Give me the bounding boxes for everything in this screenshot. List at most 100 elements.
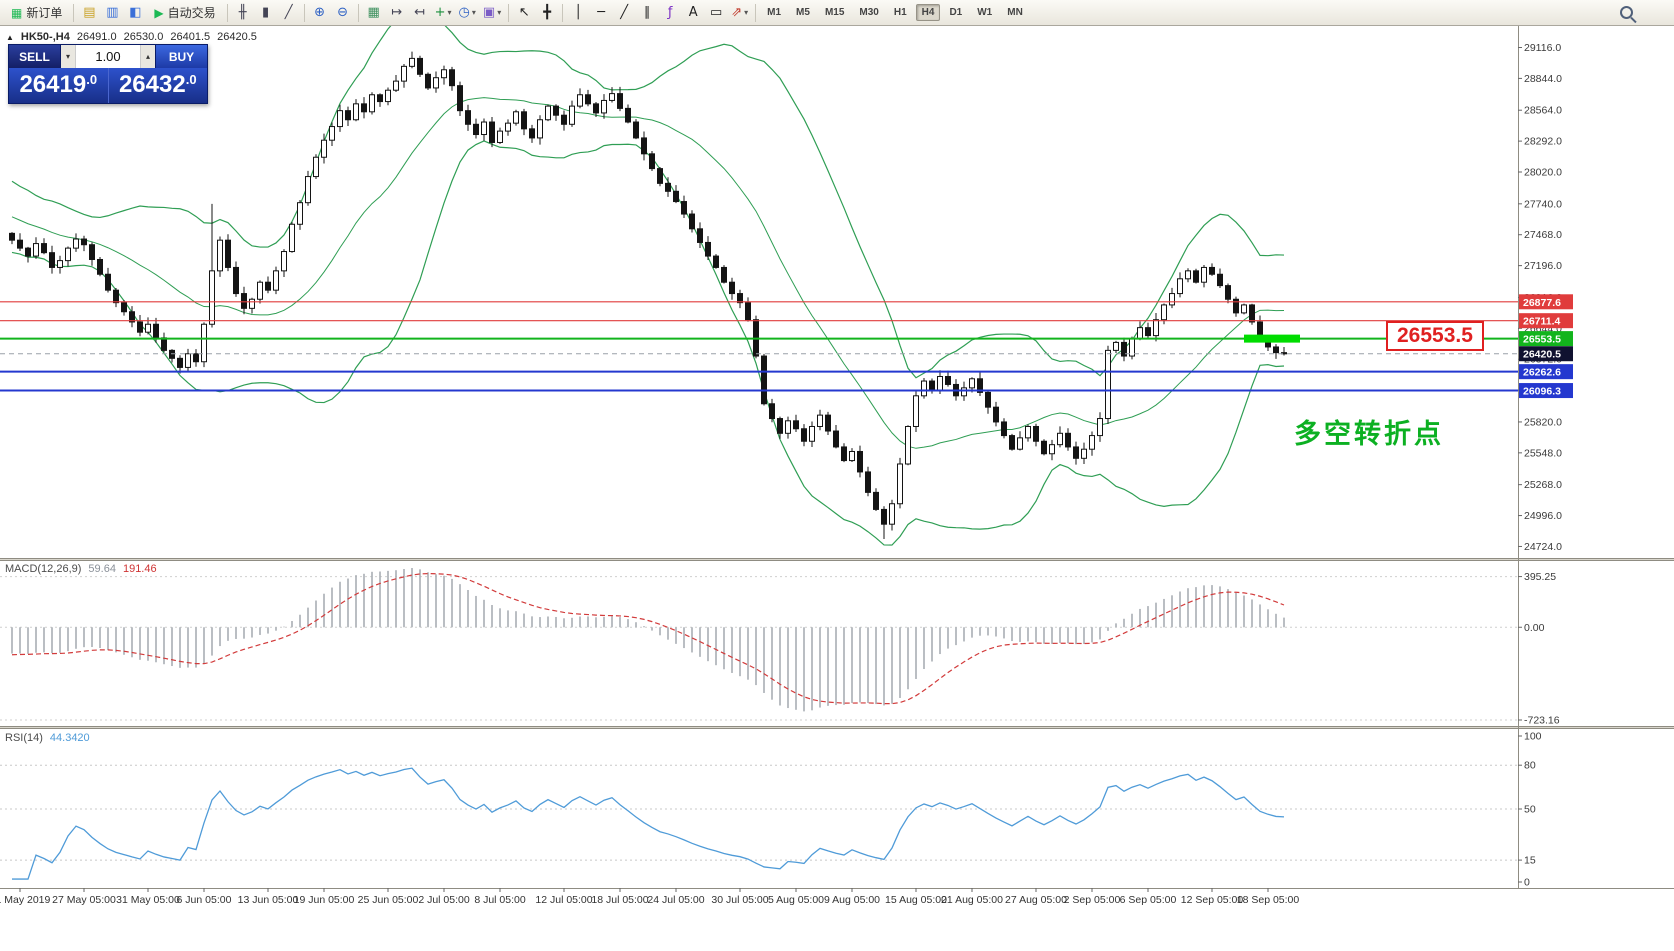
text-icon[interactable]: A	[682, 3, 704, 23]
indicators-button[interactable]: + ▾	[432, 3, 455, 23]
toolbar-separator	[73, 3, 75, 22]
highlight-segment[interactable]	[1244, 334, 1300, 343]
svg-text:0: 0	[1524, 877, 1530, 889]
magnifier-glyph	[1619, 6, 1633, 19]
svg-text:5 Aug 05:00: 5 Aug 05:00	[768, 894, 824, 906]
vertical-line-icon[interactable]: │	[567, 3, 589, 23]
timeframe-d1-button[interactable]: D1	[943, 4, 968, 21]
timeframe-h1-button[interactable]: H1	[888, 4, 913, 21]
volume-input[interactable]: 1.00	[95, 49, 121, 64]
svg-text:2 Jul 05:00: 2 Jul 05:00	[418, 894, 470, 906]
timeframe-w1-button[interactable]: W1	[971, 4, 998, 21]
svg-text:80: 80	[1524, 760, 1536, 772]
new-order-button-label: 新订单	[26, 5, 63, 20]
current-price-tag: 26420.5	[1519, 346, 1573, 362]
toolbar-separator	[303, 3, 305, 22]
rsi-panel[interactable]	[0, 764, 1518, 880]
price-tag-26262.6: 26262.6	[1519, 364, 1573, 380]
svg-text:-723.16: -723.16	[1524, 715, 1560, 727]
fibonacci-icon[interactable]: ƒ	[659, 3, 681, 23]
periods-button[interactable]: ◷ ▾	[456, 3, 479, 23]
trendline-icon[interactable]: ╱	[613, 3, 635, 23]
ask-price-button[interactable]: 26432.0	[109, 68, 208, 103]
chart-shift-icon-glyph: ↤	[414, 5, 426, 20]
buy-button[interactable]: BUY	[156, 45, 207, 68]
timeframe-m1-button[interactable]: M1	[761, 4, 787, 21]
line-chart-icon[interactable]: ╱	[278, 3, 300, 23]
crosshair-icon[interactable]: ╋	[536, 3, 558, 23]
auto-trading-glyph: ▶	[154, 5, 164, 20]
rsi-line	[12, 767, 1285, 880]
dropdown-caret-icon: ▾	[497, 7, 502, 17]
svg-text:31 May 05:00: 31 May 05:00	[116, 894, 180, 906]
bid-price-button[interactable]: 26419.0	[9, 68, 109, 103]
label-icon-glyph: ▭	[710, 5, 723, 20]
search-icon[interactable]	[1616, 3, 1636, 23]
turning-point-annotation[interactable]: 多空转折点	[1294, 419, 1444, 450]
timeframe-mn-button[interactable]: MN	[1001, 4, 1029, 21]
svg-text:395.25: 395.25	[1524, 571, 1556, 583]
rsi-value: 44.3420	[49, 732, 90, 744]
bid-fraction: .0	[86, 72, 98, 87]
main-toolbar: ▦ 新订单 ▤ ▥ ◧ ▶ 自动交易 ╫ ▮ ╱ ⊕ ⊖ ▦ ↦ ↤ + ▾ ◷ ▾ ▣ ▾ ↖ ╋ │ ─ ╱ ∥ ƒ A ▭ ⇗ ▾ M1 M…	[0, 0, 1674, 26]
indicators-glyph: +	[434, 5, 446, 20]
new-order-button[interactable]: ▦ 新订单	[4, 3, 69, 23]
toolbar-separator	[357, 3, 359, 22]
panel-divider[interactable]	[0, 726, 1674, 729]
arrows-button[interactable]: ⇗ ▾	[728, 3, 751, 23]
high-value: 26530.0	[123, 31, 164, 43]
price-tag-26877.6: 26877.6	[1519, 294, 1573, 310]
timeframe-m5-button[interactable]: M5	[790, 4, 816, 21]
auto-scroll-icon[interactable]: ↦	[386, 3, 408, 23]
bar-chart-icon[interactable]: ╫	[232, 3, 254, 23]
ask-main-digits: 26432	[118, 71, 186, 98]
navigator-icon[interactable]: ◧	[124, 3, 146, 23]
auto-trading-button-label: 自动交易	[167, 5, 216, 20]
label-icon[interactable]: ▭	[705, 3, 727, 23]
dropdown-caret-icon: ▾	[447, 7, 452, 17]
svg-text:29116.0: 29116.0	[1524, 42, 1561, 54]
svg-text:24 Jul 05:00: 24 Jul 05:00	[647, 894, 704, 906]
zoom-out-icon[interactable]: ⊖	[332, 3, 354, 23]
svg-text:15 Aug 05:00: 15 Aug 05:00	[885, 894, 947, 906]
auto-scroll-icon-glyph: ↦	[391, 5, 403, 20]
toolbar-separator	[508, 3, 510, 22]
key-level-price-label[interactable]: 26553.5	[1386, 321, 1484, 351]
macd-panel[interactable]	[0, 568, 1518, 721]
low-value: 26401.5	[170, 31, 211, 43]
auto-trading-button[interactable]: ▶ 自动交易	[147, 3, 222, 23]
sell-button[interactable]: SELL	[9, 45, 60, 68]
horizontal-line-icon[interactable]: ─	[590, 3, 612, 23]
volume-increase-button[interactable]: ▴	[140, 45, 155, 68]
svg-text:28844.0: 28844.0	[1524, 73, 1562, 85]
volume-decrease-button[interactable]: ▾	[61, 45, 76, 68]
timeframe-h4-button[interactable]: H4	[915, 4, 941, 21]
timeframe-m30-button[interactable]: M30	[853, 4, 884, 21]
svg-text:25 Jun 05:00: 25 Jun 05:00	[358, 894, 419, 906]
chart-shift-icon[interactable]: ↤	[409, 3, 431, 23]
zoom-out-icon-glyph: ⊖	[337, 5, 349, 20]
panel-divider[interactable]	[0, 558, 1674, 561]
zoom-in-icon[interactable]: ⊕	[309, 3, 331, 23]
svg-text:27 May 05:00: 27 May 05:00	[52, 894, 116, 906]
data-window-icon-glyph: ▥	[106, 5, 119, 20]
candlestick-chart-icon[interactable]: ▮	[255, 3, 277, 23]
svg-text:6 Sep 05:00: 6 Sep 05:00	[1120, 894, 1177, 906]
tile-windows-icon[interactable]: ▦	[363, 3, 385, 23]
profiles-icon[interactable]: ▤	[78, 3, 100, 23]
bollinger-upper-band	[11, 26, 1285, 379]
open-value: 26491.0	[76, 31, 117, 43]
channel-icon[interactable]: ∥	[636, 3, 658, 23]
templates-button[interactable]: ▣ ▾	[480, 3, 504, 23]
cursor-icon[interactable]: ↖	[513, 3, 535, 23]
close-value: 26420.5	[217, 31, 257, 43]
svg-text:12 Jul 05:00: 12 Jul 05:00	[535, 894, 592, 906]
svg-text:8 Jul 05:00: 8 Jul 05:00	[474, 894, 526, 906]
timeframe-m15-button[interactable]: M15	[819, 4, 850, 21]
price-scale[interactable]: 29116.0 28844.0 28564.0 28292.0 28020.0 27740…	[1518, 42, 1573, 889]
rsi-header: RSI(14) 44.3420	[5, 732, 90, 744]
data-window-icon[interactable]: ▥	[101, 3, 123, 23]
